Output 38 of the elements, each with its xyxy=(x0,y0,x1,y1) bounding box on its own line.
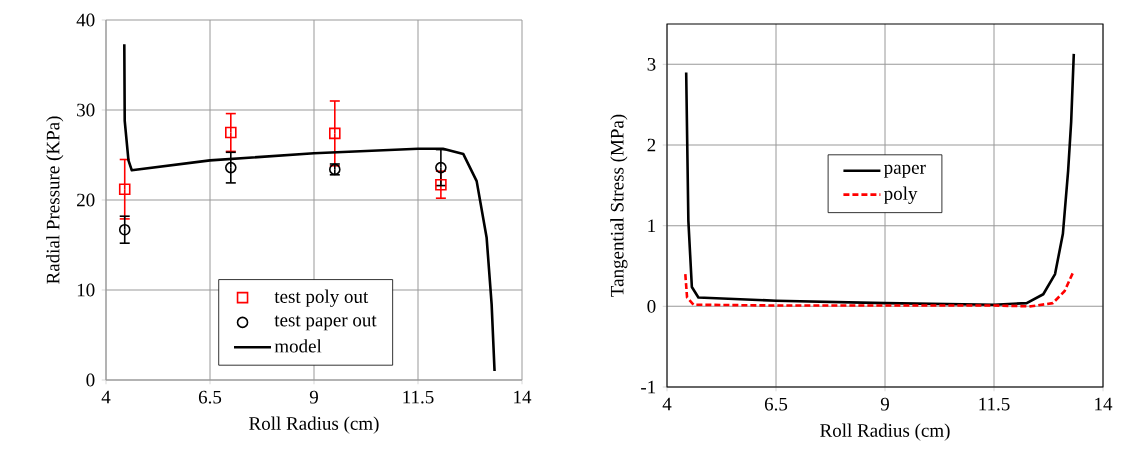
y-tick-label: 40 xyxy=(76,13,95,27)
x-tick-label: 9 xyxy=(309,390,318,404)
x-tick-label: 11.5 xyxy=(979,397,1010,411)
legend-label: paper xyxy=(884,164,926,178)
x-tick-label: 4 xyxy=(101,390,111,404)
legend-label: test poly out xyxy=(274,289,369,307)
point xyxy=(225,126,237,139)
point xyxy=(118,183,131,195)
y-axis-title: Tangential Stress (MPa) xyxy=(610,114,628,297)
y-tick-label: 2 xyxy=(647,138,656,152)
y-tick-label: 30 xyxy=(77,103,95,117)
y-tick-label: 0 xyxy=(647,299,656,313)
legend-label: poly xyxy=(884,186,918,204)
y-tick-label: 1 xyxy=(648,219,656,232)
y-tick-label: 20 xyxy=(77,193,95,207)
y-tick-label: -1 xyxy=(641,380,656,394)
x-axis-title: Roll Radius (cm) xyxy=(249,416,379,434)
legend-label: model xyxy=(274,339,322,353)
y-tick-label: 0 xyxy=(86,373,95,387)
point xyxy=(329,127,341,140)
point xyxy=(435,161,447,174)
y-axis-title: Radial Pressure (KPa) xyxy=(46,116,64,284)
line-series xyxy=(123,43,496,373)
x-tick-label: 9 xyxy=(880,397,889,411)
line-series xyxy=(684,52,1076,307)
x-tick-label: 14 xyxy=(514,390,532,404)
y-tick-label: 10 xyxy=(77,283,95,297)
x-tick-label: 6.5 xyxy=(198,390,222,404)
x-tick-label: 11.5 xyxy=(403,390,434,404)
point xyxy=(225,161,237,174)
legend-label: test paper out xyxy=(274,315,377,331)
point xyxy=(435,178,447,191)
x-axis-title: Roll Radius (cm) xyxy=(820,423,950,441)
y-tick-label: 3 xyxy=(647,57,656,71)
x-tick-label: 14 xyxy=(1095,397,1113,411)
x-tick-label: 4 xyxy=(662,397,672,411)
point xyxy=(118,223,131,236)
x-tick-label: 6.5 xyxy=(764,397,788,411)
